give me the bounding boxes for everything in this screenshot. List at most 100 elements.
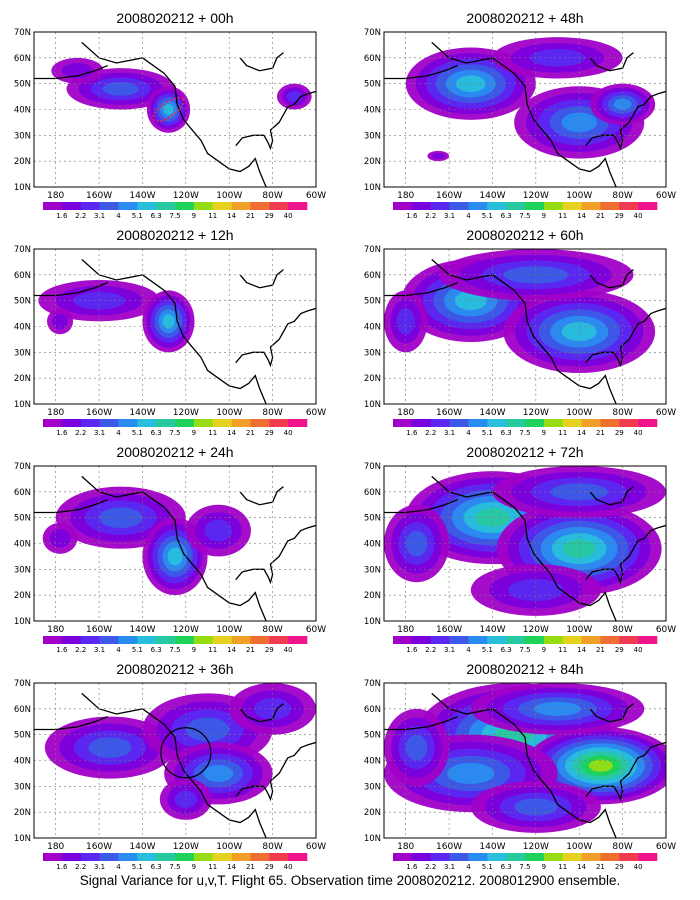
colorbar-swatch [61, 853, 82, 861]
variance-contour [102, 81, 139, 96]
y-tick-label: 60N [14, 488, 31, 498]
y-tick-label: 10N [14, 183, 31, 193]
coastline [589, 52, 634, 72]
colorbar-swatch [393, 636, 413, 644]
colorbar-label: 4 [116, 863, 121, 871]
colorbar-label: 7.5 [169, 212, 180, 220]
x-tick-label: 120W [523, 191, 549, 201]
colorbar-swatch [118, 419, 138, 427]
y-tick-label: 50N [14, 297, 31, 307]
colorbar-swatch [619, 853, 639, 861]
colorbar-label: 11 [558, 212, 567, 220]
variance-contour [405, 734, 428, 761]
colorbar-swatch [288, 853, 308, 861]
panel-title: 2008020212 + 12h [116, 227, 233, 243]
colorbar-swatch [212, 419, 232, 427]
colorbar-swatch [581, 636, 601, 644]
colorbar-label: 14 [577, 212, 586, 220]
colorbar-label: 40 [284, 429, 293, 437]
colorbar-label: 4 [466, 646, 471, 654]
x-tick-label: 180 [47, 625, 64, 635]
colorbar-label: 2.2 [425, 212, 436, 220]
panel-title: 2008020212 + 48h [466, 10, 583, 26]
x-tick-label: 60W [656, 625, 676, 635]
coastline [239, 52, 284, 72]
colorbar-swatch [43, 853, 63, 861]
colorbar-label: 29 [615, 429, 624, 437]
colorbar-label: 21 [596, 429, 605, 437]
colorbar-swatch [193, 853, 214, 861]
colorbar-label: 3.1 [94, 212, 105, 220]
colorbar-swatch [193, 202, 214, 210]
colorbar-swatch [175, 419, 195, 427]
colorbar-label: 2.2 [425, 863, 436, 871]
colorbar-label: 21 [246, 646, 255, 654]
panel-frame [33, 248, 317, 405]
colorbar-label: 21 [246, 212, 255, 220]
y-tick-label: 50N [364, 514, 381, 524]
colorbar-label: 14 [227, 212, 236, 220]
colorbar-swatch [156, 636, 176, 644]
colorbar-swatch [449, 419, 469, 427]
colorbar-swatch [212, 636, 232, 644]
variance-contour [514, 798, 558, 816]
colorbar-label: 40 [634, 429, 643, 437]
y-tick-label: 50N [364, 297, 381, 307]
colorbar-label: 11 [558, 646, 567, 654]
variance-contour [613, 98, 632, 110]
colorbar-swatch [212, 202, 232, 210]
colorbar-swatch [525, 202, 545, 210]
y-tick-label: 60N [364, 705, 381, 715]
colorbar-label: 40 [634, 212, 643, 220]
variance-contour [167, 547, 183, 566]
x-tick-label: 100W [216, 408, 242, 418]
x-tick-label: 80W [612, 408, 632, 418]
colorbar-swatch [468, 419, 488, 427]
colorbar-label: 6.3 [501, 212, 512, 220]
colorbar-label: 14 [227, 863, 236, 871]
colorbar-label: 1.6 [406, 863, 418, 871]
coastline [239, 486, 284, 506]
colorbar-label: 1.6 [406, 212, 418, 220]
colorbar-label: 1.6 [406, 429, 418, 437]
colorbar-label: 1.6 [56, 429, 68, 437]
colorbar-swatch [449, 636, 469, 644]
colorbar-label: 5.1 [132, 212, 143, 220]
colorbar-swatch [250, 419, 270, 427]
colorbar-swatch [581, 853, 601, 861]
variance-field [34, 32, 316, 187]
colorbar-swatch [638, 853, 658, 861]
coastline [384, 498, 458, 514]
coastline [589, 703, 634, 723]
coastline [589, 269, 634, 289]
colorbar-swatch [619, 636, 639, 644]
colorbar-label: 40 [634, 863, 643, 871]
colorbar-label: 5.1 [482, 212, 493, 220]
variance-field [34, 683, 316, 838]
colorbar-label: 21 [596, 212, 605, 220]
coastline [235, 307, 316, 368]
panel-title: 2008020212 + 60h [466, 227, 583, 243]
colorbar-swatch [80, 636, 100, 644]
x-tick-label: 100W [566, 842, 592, 852]
colorbar-label: 21 [246, 863, 255, 871]
y-tick-label: 60N [364, 271, 381, 281]
y-tick-label: 70N [364, 245, 381, 255]
y-tick-label: 50N [364, 731, 381, 741]
colorbar-swatch [43, 202, 63, 210]
colorbar-swatch [562, 636, 582, 644]
colorbar-swatch [581, 419, 601, 427]
coastline [34, 281, 108, 297]
y-tick-label: 20N [364, 808, 381, 818]
colorbar-swatch [562, 202, 582, 210]
coastline [384, 715, 458, 731]
colorbar-label: 21 [596, 863, 605, 871]
colorbar-label: 29 [265, 429, 274, 437]
colorbar-swatch [468, 202, 488, 210]
colorbar-swatch [468, 636, 488, 644]
colorbar-label: 5.1 [482, 646, 493, 654]
y-tick-label: 60N [364, 488, 381, 498]
y-tick-label: 10N [364, 834, 381, 844]
panel-frame [33, 682, 317, 839]
panel-title: 2008020212 + 24h [116, 444, 233, 460]
